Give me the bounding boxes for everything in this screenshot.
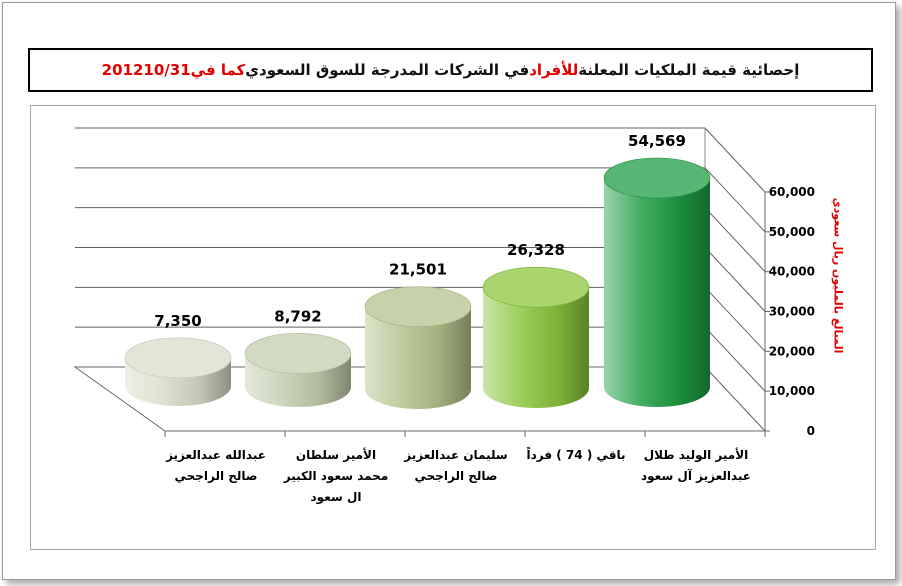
y-tick-label-0: 0 [807,424,815,438]
chart-title: إحصائية قيمة الملكيات المعلنة للأفراد في… [28,48,873,92]
title-part-4: كما في [190,61,246,79]
gridline-depth-6 [704,127,766,193]
data-label-1: 7,350 [154,312,201,330]
bar-top-1 [124,337,232,379]
bar-top-3 [364,286,472,327]
bar-body-4 [483,287,589,408]
title-part-3: في الشركات المدرجة للسوق السعودي [245,61,530,79]
y-tick-label-2: 20,000 [769,344,815,358]
data-label-5: 54,569 [628,132,686,150]
category-label-2: الأمير سلطان محمد سعود الكبير ال سعود [283,448,389,504]
bar-body-5 [604,178,710,407]
data-label-3: 21,501 [389,261,447,279]
bars-layer [124,157,711,409]
category-label-5: الأمير الوليد طلال عبدالعزيز آل سعود [641,448,751,483]
gridline-depth-1 [704,326,766,392]
data-label-2: 8,792 [274,307,321,325]
bar-top-2 [244,333,352,374]
gridline-depth-2 [704,286,766,352]
title-part-1: إحصائية قيمة الملكيات المعلنة [578,61,800,79]
bar-body-3 [365,306,471,409]
category-label-4: باقي ( 74 ) فرداً [526,448,626,462]
bar-top-4 [482,266,590,308]
y-tick-label-3: 30,000 [769,305,815,319]
bar-top-5 [603,157,711,199]
y-axis-label: المبالغ بالمليون ريال سعودي [831,197,845,353]
title-part-2: للأفراد [529,61,579,79]
plot-area-frame [30,105,876,550]
y-tick-label-6: 60,000 [769,185,815,199]
data-label-4: 26,328 [507,241,565,259]
gridline-depth-3 [704,247,766,312]
category-label-3: سليمان عبدالعزيز صالح الراجحي [404,448,508,483]
title-part-5: 201210/31 [101,61,191,79]
gridline-depth-5 [704,167,766,233]
gridline-depth-4 [704,207,766,273]
y-axis-label-wrap: المبالغ بالمليون ريال سعودي [808,105,868,445]
labels-layer: 0 10,000 20,000 30,000 40,000 50,000 60,000 7,3… [154,132,815,438]
y-tick-label-5: 50,000 [769,225,815,239]
category-label-1: عبدالله عبدالعزيز صالح الراجحي [166,448,266,483]
y-tick-label-4: 40,000 [769,265,815,279]
y-tick-label-1: 10,000 [769,384,815,398]
